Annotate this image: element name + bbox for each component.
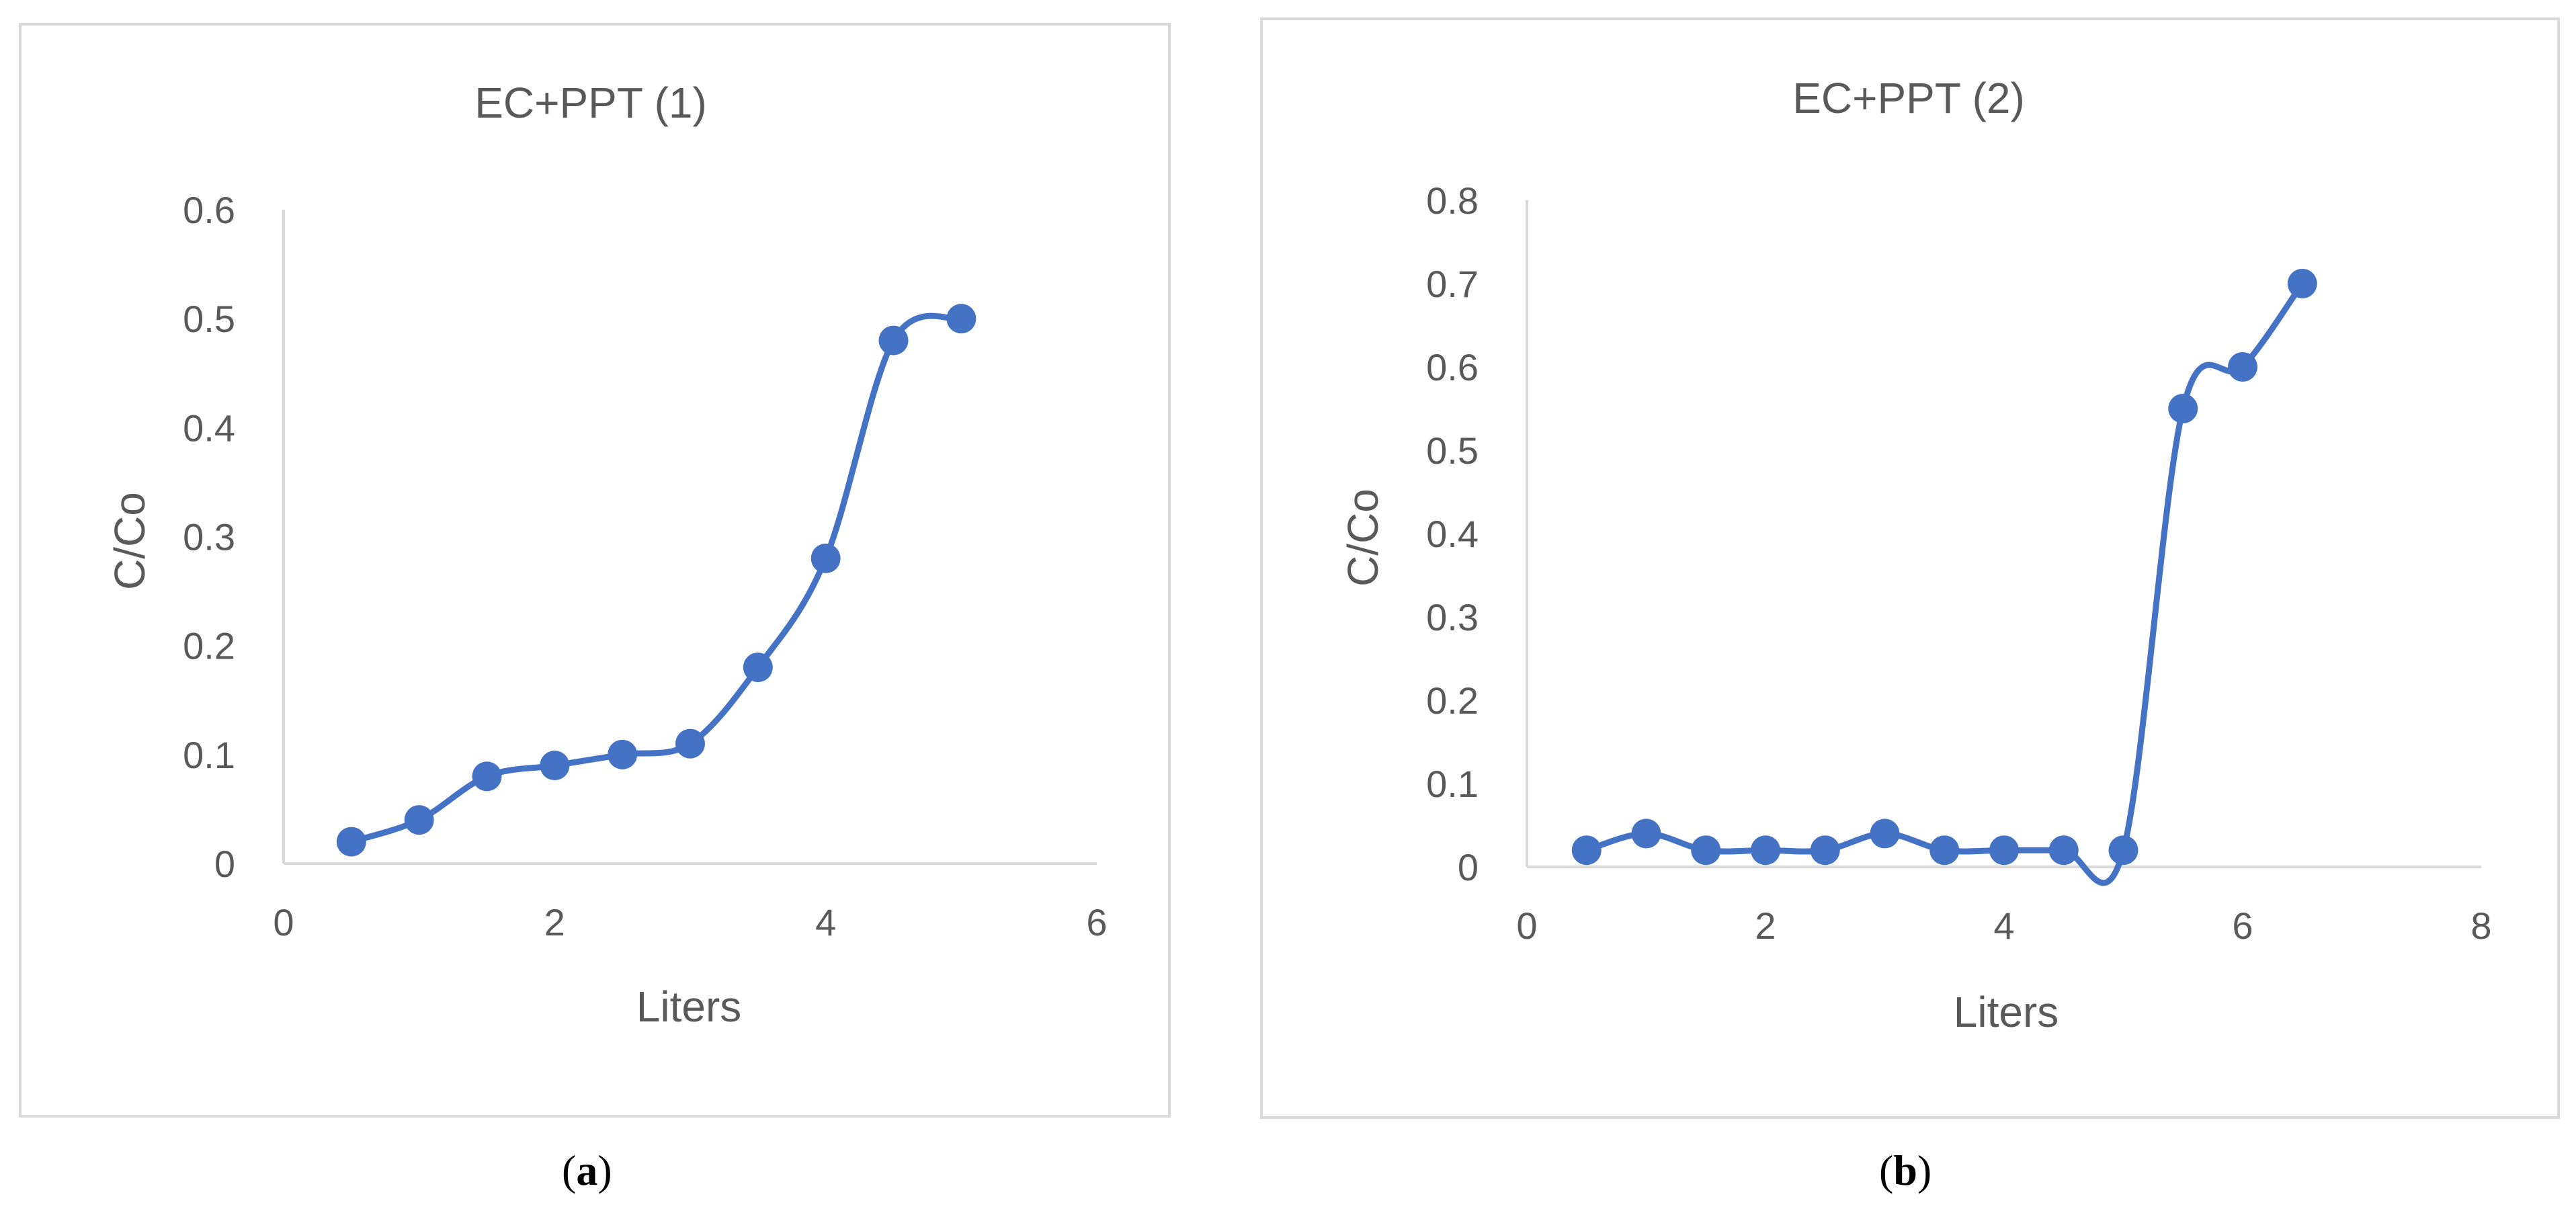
chart-a-xlabel: Liters (636, 982, 742, 1031)
x-tick-label: 6 (2232, 905, 2253, 947)
x-tick-label: 2 (544, 901, 565, 943)
x-tick-label: 0 (1516, 905, 1537, 947)
data-point (2168, 394, 2198, 423)
panel-label-b: (b) (1879, 1146, 1932, 1194)
x-tick-label: 6 (1086, 901, 1107, 943)
y-tick-label: 0.3 (183, 516, 235, 558)
data-point (811, 543, 841, 573)
data-point (1691, 835, 1721, 866)
x-tick-label: 8 (2470, 905, 2491, 947)
data-point (472, 761, 502, 792)
x-tick-label: 4 (815, 901, 836, 943)
data-point (1810, 835, 1840, 866)
data-point (336, 827, 366, 857)
y-tick-label: 0.1 (1426, 763, 1479, 805)
data-point (2048, 835, 2079, 866)
data-point (1929, 835, 1960, 866)
data-point (2228, 352, 2257, 382)
y-tick-label: 0.2 (183, 625, 235, 667)
chart-a: EC+PPT (1) Liters C/Co 0 0.1 0.2 0.3 0.4 0.5 0… (19, 23, 1171, 1118)
panel-label-a: (a) (562, 1146, 612, 1194)
y-tick-label: 0.5 (1426, 429, 1479, 472)
y-tick-label: 0.5 (183, 298, 235, 340)
y-tick-label: 0.6 (1426, 346, 1479, 388)
y-tick-label: 0 (214, 843, 235, 885)
y-tick-label: 0.6 (183, 189, 235, 231)
data-point (946, 304, 977, 334)
chart-b-frame (1260, 17, 2560, 1119)
y-tick-label: 0.2 (1426, 679, 1479, 722)
data-point (675, 728, 705, 759)
data-point (1989, 835, 2019, 866)
data-point (404, 805, 434, 835)
data-point (743, 653, 773, 683)
y-tick-label: 0.8 (1426, 179, 1479, 222)
data-point (1631, 819, 1661, 849)
data-point (1870, 819, 1900, 849)
y-tick-label: 0.3 (1426, 596, 1479, 638)
x-tick-label: 0 (273, 901, 294, 943)
x-tick-label: 4 (1993, 905, 2014, 947)
data-point (608, 739, 638, 769)
data-point (540, 751, 570, 781)
data-point (1571, 835, 1602, 866)
y-tick-label: 0.4 (1426, 513, 1479, 555)
y-tick-label: 0.1 (183, 734, 235, 776)
data-point (1751, 835, 1780, 866)
chart-b-title: EC+PPT (2) (1792, 74, 2025, 122)
y-tick-label: 0.4 (183, 407, 235, 449)
x-tick-label: 2 (1755, 905, 1776, 947)
chart-b: EC+PPT (2) Liters C/Co 0 0.1 0.2 0.3 0.4 0.5 0… (1260, 17, 2560, 1119)
data-point (2287, 269, 2317, 298)
chart-a-frame (19, 23, 1171, 1118)
data-point (878, 325, 909, 355)
chart-b-ylabel: C/Co (1339, 489, 1387, 587)
chart-b-xlabel: Liters (1954, 988, 2059, 1036)
data-point (2108, 835, 2138, 866)
y-tick-label: 0.7 (1426, 263, 1479, 305)
chart-a-title: EC+PPT (1) (474, 79, 707, 127)
series-line (1583, 280, 2306, 886)
y-tick-label: 0 (1458, 846, 1479, 888)
chart-a-ylabel: C/Co (106, 492, 154, 590)
